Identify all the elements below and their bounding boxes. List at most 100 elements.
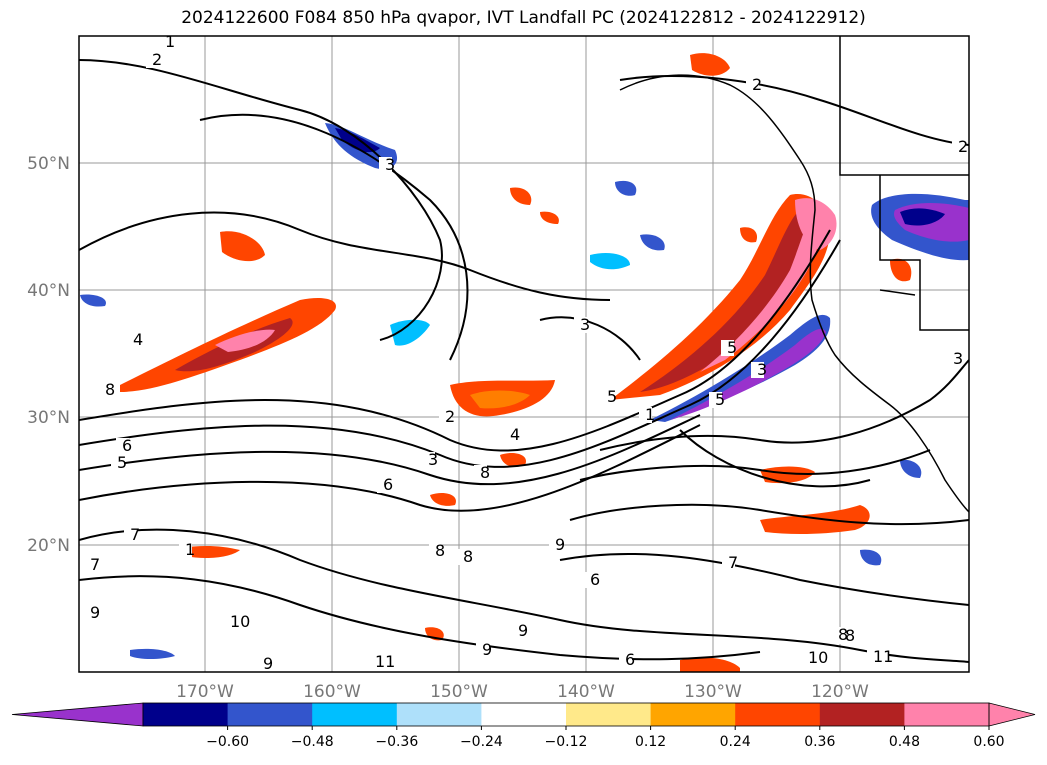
contour-label-bg [947, 351, 960, 367]
contour-label: 7 [90, 555, 100, 574]
colorbar [11, 702, 1036, 727]
map-frame [78, 35, 970, 673]
contour-label-bg [504, 427, 517, 443]
contour-label: 1 [165, 32, 175, 51]
colorbar-segment [143, 703, 229, 726]
contour-label: 5 [607, 387, 617, 406]
colorbar-tick-label: 0.12 [635, 734, 666, 750]
contour-label: 2 [445, 407, 455, 426]
colorbar-segment [904, 703, 990, 726]
contour-label: 3 [757, 360, 767, 379]
contour-label-bg [257, 656, 270, 672]
lon-label-170w: 170°W [176, 682, 234, 702]
colorbar-tick-label: 0.24 [720, 734, 751, 750]
contour-label-bg [574, 317, 587, 333]
contour-label: 4 [133, 330, 143, 349]
contour-label-bg [84, 605, 97, 621]
contour-label: 11 [375, 652, 395, 671]
contour-label: 4 [510, 425, 520, 444]
colorbar-tick-label: −0.48 [291, 734, 334, 750]
contour-label-bg [476, 642, 489, 658]
contour-label-bg [224, 614, 246, 630]
colorbar-tick-label: 0.36 [804, 734, 835, 750]
lat-label-50n: 50°N [27, 154, 70, 174]
lat-label-20n: 20°N [27, 536, 70, 556]
contour-label: 9 [482, 640, 492, 659]
contour-label-bg [802, 650, 824, 666]
colorbar-tick-label: −0.24 [460, 734, 503, 750]
colorbar-tick-label: −0.36 [375, 734, 418, 750]
contour-label: 8 [105, 380, 115, 399]
colorbar-extend-right [988, 702, 1036, 727]
contour-label: 2 [752, 75, 762, 94]
contour-label: 6 [122, 436, 132, 455]
contour-label-bg [619, 652, 632, 668]
colorbar-segment [312, 703, 398, 726]
colorbar-segment [819, 703, 905, 726]
contour-label: 10 [230, 612, 250, 631]
contour-label: 8 [838, 625, 848, 644]
map-title: 2024122600 F084 850 hPa qvapor, IVT Land… [181, 8, 866, 28]
contour-label: 2 [152, 50, 162, 69]
colorbar-segment [650, 703, 736, 726]
colorbar-segment [566, 703, 652, 726]
lon-label-160w: 160°W [303, 682, 361, 702]
contour-label-bg [512, 623, 525, 639]
contour-label-bg [439, 409, 452, 425]
contour-label-bg [99, 382, 112, 398]
contour-label-bg [549, 537, 562, 553]
contour-label-bg [584, 572, 597, 588]
contour-label-bg [124, 527, 137, 543]
contour-label-bg [867, 649, 889, 665]
contour-label: 9 [263, 654, 273, 673]
contour-label: 3 [580, 315, 590, 334]
colorbar-segment [227, 703, 313, 726]
contour-label: 6 [590, 570, 600, 589]
contour-label: 6 [383, 475, 393, 494]
lon-label-150w: 150°W [430, 682, 488, 702]
contour-label: 7 [130, 525, 140, 544]
colorbar-segment [481, 703, 567, 726]
contour-label-bg [429, 543, 442, 559]
contour-label: 8 [480, 463, 490, 482]
contour-label-bg [601, 389, 614, 405]
contour-label-bg [751, 362, 764, 378]
lon-label-120w: 120°W [811, 682, 869, 702]
contour-label: 5 [117, 453, 127, 472]
colorbar-segment [735, 703, 821, 726]
contour-label: 5 [727, 338, 737, 357]
contour-label-bg [369, 654, 391, 670]
contour-label: 9 [555, 535, 565, 554]
lon-label-140w: 140°W [557, 682, 615, 702]
contour-label: 3 [953, 349, 963, 368]
colorbar-tick-label: 0.48 [889, 734, 920, 750]
lat-label-40n: 40°N [27, 281, 70, 301]
colorbar-tick-label: 0.60 [973, 734, 1004, 750]
colorbar-ticks: −0.60 −0.48 −0.36 −0.24 −0.12 0.12 0.24 0.36 0.4… [206, 726, 1005, 750]
contour-label: 10 [808, 648, 828, 667]
lat-label-30n: 30°N [27, 408, 70, 428]
colorbar-extend-left [11, 702, 144, 727]
contour-label-bg [179, 542, 192, 558]
contour-label-bg [746, 77, 759, 93]
contour-label-bg [639, 407, 652, 423]
contour-label: 9 [90, 603, 100, 622]
contour-label-bg [159, 34, 172, 50]
contour-label-bg [457, 549, 470, 565]
contour-label: 1 [645, 405, 655, 424]
contour-label: 3 [428, 450, 438, 469]
contour-label-bg [832, 627, 845, 643]
contour-label-bg [952, 139, 965, 155]
contour-label: 8 [845, 626, 855, 645]
contour-label-bg [379, 157, 392, 173]
ivt-contours [79, 59, 969, 663]
contour-label-bg [84, 557, 97, 573]
contour-label-bg [127, 332, 140, 348]
colorbar-tick-label: −0.60 [206, 734, 249, 750]
contour-label: 8 [463, 547, 473, 566]
contour-label-bg [146, 52, 159, 68]
contour-label-bg [111, 455, 124, 471]
contour-label: 6 [625, 650, 635, 669]
